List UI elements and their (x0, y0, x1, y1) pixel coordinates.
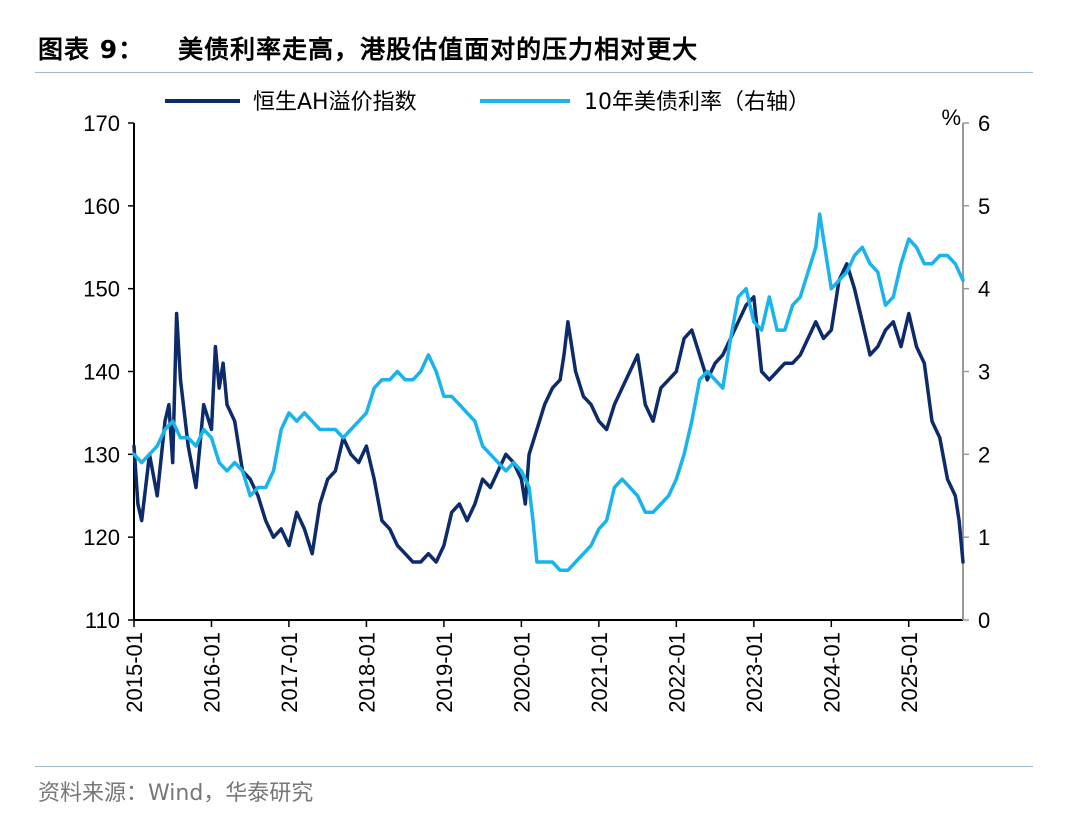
right-tick-label: 0 (978, 608, 990, 633)
source-note: 资料来源：Wind，华泰研究 (38, 781, 314, 806)
figure-title-text: 美债利率走高，港股估值面对的压力相对更大 (178, 35, 699, 64)
figure-title: 图表 9： 美债利率走高，港股估值面对的压力相对更大 (38, 30, 698, 66)
x-tick-label: 2021-01 (587, 632, 612, 713)
x-tick-label: 2023-01 (742, 632, 767, 713)
left-tick-label: 150 (83, 277, 120, 302)
x-tick-label: 2015-01 (122, 632, 147, 713)
chart-svg: 恒生AH溢价指数 10年美债利率（右轴） 11012013014015016017… (83, 90, 990, 713)
right-tick-label: 2 (978, 442, 990, 467)
left-tick-label: 140 (83, 360, 120, 385)
left-tick-label: 110 (85, 608, 120, 633)
source-rule (35, 766, 1033, 767)
left-tick-label: 130 (83, 442, 120, 467)
right-tick-label: 1 (978, 525, 990, 550)
chart-axes: 110 120 130 140 150 160 170 0 1 2 3 4 5 6% 2015-01 2016… (83, 105, 990, 713)
title-rule (35, 72, 1033, 73)
x-tick-label: 2022-01 (664, 632, 689, 713)
x-tick-label: 2020-01 (509, 632, 534, 713)
left-tick-label: 170 (83, 111, 120, 136)
left-tick-label: 120 (83, 525, 120, 550)
right-tick-label: 4 (978, 277, 990, 302)
right-tick-label: 3 (978, 360, 990, 385)
chart-legend: 恒生AH溢价指数 10年美债利率（右轴） (165, 90, 810, 115)
right-tick-label: 5 (978, 194, 990, 219)
ust10y-series-line (132, 212, 965, 573)
x-tick-label: 2019-01 (432, 632, 457, 713)
x-tick-label: 2016-01 (199, 632, 224, 713)
x-tick-label: 2024-01 (819, 632, 844, 713)
right-axis-unit-label: % (941, 105, 961, 130)
legend-label-ust10y: 10年美债利率（右轴） (584, 90, 810, 115)
legend-label-ah-premium: 恒生AH溢价指数 (253, 90, 417, 115)
left-tick-label: 160 (83, 194, 120, 219)
figure-label: 图表 9： (38, 35, 145, 64)
x-tick-label: 2017-01 (277, 632, 302, 713)
x-tick-label: 2018-01 (354, 632, 379, 713)
right-tick-label: 6 (978, 111, 990, 136)
chart-series (132, 212, 965, 573)
ah-premium-series-line (132, 262, 965, 564)
x-tick-label: 2025-01 (897, 632, 922, 713)
